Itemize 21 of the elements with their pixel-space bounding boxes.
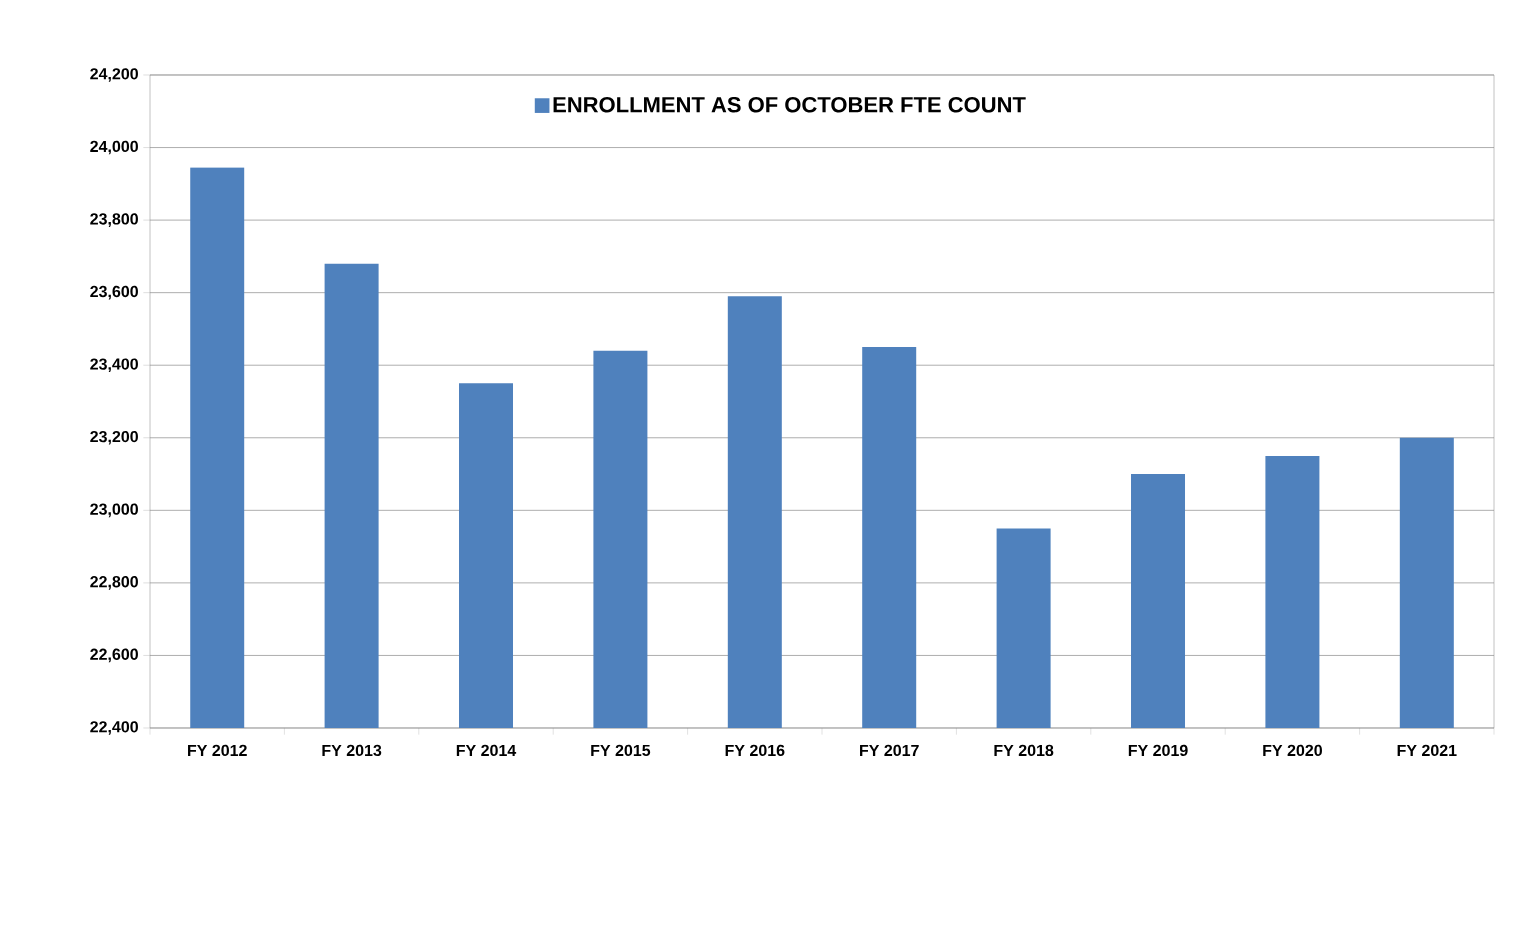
y-tick-label: 22,400	[90, 721, 138, 735]
y-tick-label: 23,200	[90, 430, 138, 445]
x-tick-label: FY 2018	[994, 744, 1054, 757]
x-tick-label: FY 2013	[322, 744, 382, 757]
y-tick-label: 22,800	[90, 576, 138, 590]
x-tick-label: FY 2017	[860, 744, 919, 757]
x-tick-label: FY 2012	[188, 744, 247, 757]
legend-label: ENROLLMENT AS OF OCTOBER FTE COUNT	[553, 96, 1026, 113]
x-tick-label: FY 2020	[1263, 744, 1322, 757]
x-tick-label: FY 2015	[591, 744, 651, 757]
x-tick-label: FY 2016	[725, 744, 785, 757]
x-tick-label: FY 2014	[456, 744, 517, 757]
y-tick-label: 23,400	[90, 358, 138, 373]
y-tick-label: 23,000	[90, 503, 138, 518]
x-tick-label: FY 2019	[1128, 744, 1188, 757]
y-tick-label: 23,800	[90, 213, 138, 227]
y-tick-label: 23,600	[90, 285, 138, 300]
y-tick-label: 24,000	[90, 140, 138, 155]
x-tick-label: FY 2021	[1397, 744, 1457, 757]
y-tick-label: 24,200	[90, 68, 138, 82]
y-tick-label: 22,600	[90, 648, 138, 663]
